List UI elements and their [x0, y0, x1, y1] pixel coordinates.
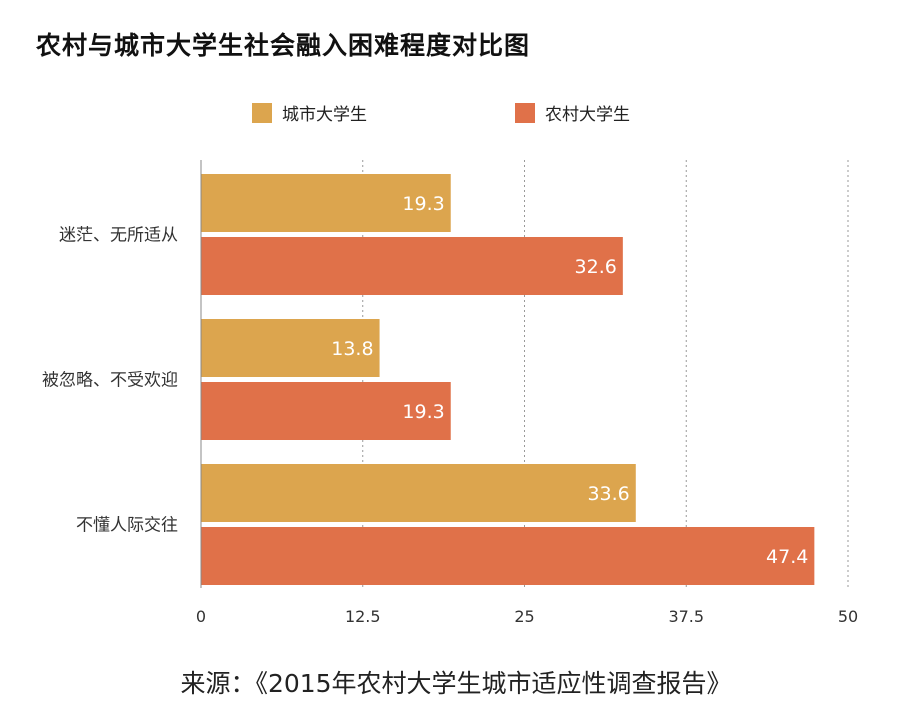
chart-title: 农村与城市大学生社会融入困难程度对比图 — [36, 31, 531, 60]
category-label: 被忽略、不受欢迎 — [42, 371, 178, 391]
x-tick-label: 12.5 — [345, 607, 381, 626]
legend-label-rural: 农村大学生 — [545, 105, 630, 125]
x-tick-label: 37.5 — [668, 607, 704, 626]
bar-chart: 0 12.5 25 37.5 50 19.3 32.6 迷茫、无所适从 13.8 19.3 被忽略、… — [42, 160, 858, 626]
bar-value-label: 33.6 — [587, 483, 629, 505]
legend: 城市大学生 农村大学生 — [0, 100, 912, 130]
legend-item-rural: 农村大学生 — [515, 100, 630, 125]
bar — [201, 319, 380, 377]
x-tick-label: 0 — [196, 607, 206, 626]
source-note: 来源：《2015年农村大学生城市适应性调查报告》 — [180, 669, 732, 698]
legend-label-city: 城市大学生 — [282, 105, 367, 125]
x-tick-label: 50 — [838, 607, 858, 626]
bar — [201, 237, 623, 295]
bar-value-label: 19.3 — [402, 193, 444, 215]
bar — [201, 527, 815, 585]
legend-item-city: 城市大学生 — [252, 100, 367, 125]
bar-value-label: 19.3 — [402, 401, 444, 423]
bar — [201, 382, 451, 440]
bar — [201, 464, 636, 522]
bar-value-label: 47.4 — [766, 546, 808, 568]
legend-swatch-city — [252, 102, 272, 123]
bar — [201, 174, 451, 232]
category-label: 迷茫、无所适从 — [59, 226, 178, 246]
x-tick-label: 25 — [514, 607, 534, 626]
bar-value-label: 13.8 — [331, 338, 373, 360]
legend-swatch-rural — [515, 102, 535, 123]
category-label: 不懂人际交往 — [76, 516, 178, 536]
bar-value-label: 32.6 — [575, 256, 617, 278]
